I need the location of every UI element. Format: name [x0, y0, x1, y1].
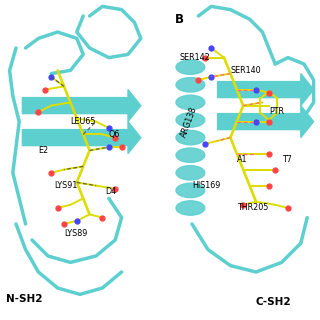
Text: A1: A1	[237, 156, 247, 164]
Ellipse shape	[176, 131, 205, 145]
Text: B: B	[174, 13, 183, 26]
Text: ARG138: ARG138	[179, 105, 199, 138]
Text: SER142: SER142	[179, 53, 210, 62]
Ellipse shape	[176, 60, 205, 74]
Ellipse shape	[176, 148, 205, 162]
Text: N-SH2: N-SH2	[6, 294, 43, 304]
Text: PTR: PTR	[269, 108, 284, 116]
Text: E2: E2	[38, 146, 49, 155]
Text: HIS169: HIS169	[192, 181, 220, 190]
Polygon shape	[218, 106, 314, 138]
Text: D4: D4	[106, 188, 117, 196]
Ellipse shape	[176, 95, 205, 109]
Text: THR205: THR205	[237, 204, 268, 212]
Polygon shape	[218, 74, 314, 106]
Text: SER140: SER140	[230, 66, 261, 75]
Polygon shape	[22, 122, 141, 154]
Text: Q6: Q6	[109, 130, 120, 139]
Text: LYS89: LYS89	[64, 229, 87, 238]
Text: C-SH2: C-SH2	[256, 297, 292, 307]
Text: LEU65: LEU65	[70, 117, 96, 126]
Ellipse shape	[176, 183, 205, 197]
Polygon shape	[22, 90, 141, 122]
Ellipse shape	[176, 201, 205, 215]
Ellipse shape	[176, 166, 205, 180]
Text: LYS91: LYS91	[54, 181, 78, 190]
Ellipse shape	[176, 113, 205, 127]
Ellipse shape	[176, 78, 205, 92]
Text: T7: T7	[282, 156, 292, 164]
